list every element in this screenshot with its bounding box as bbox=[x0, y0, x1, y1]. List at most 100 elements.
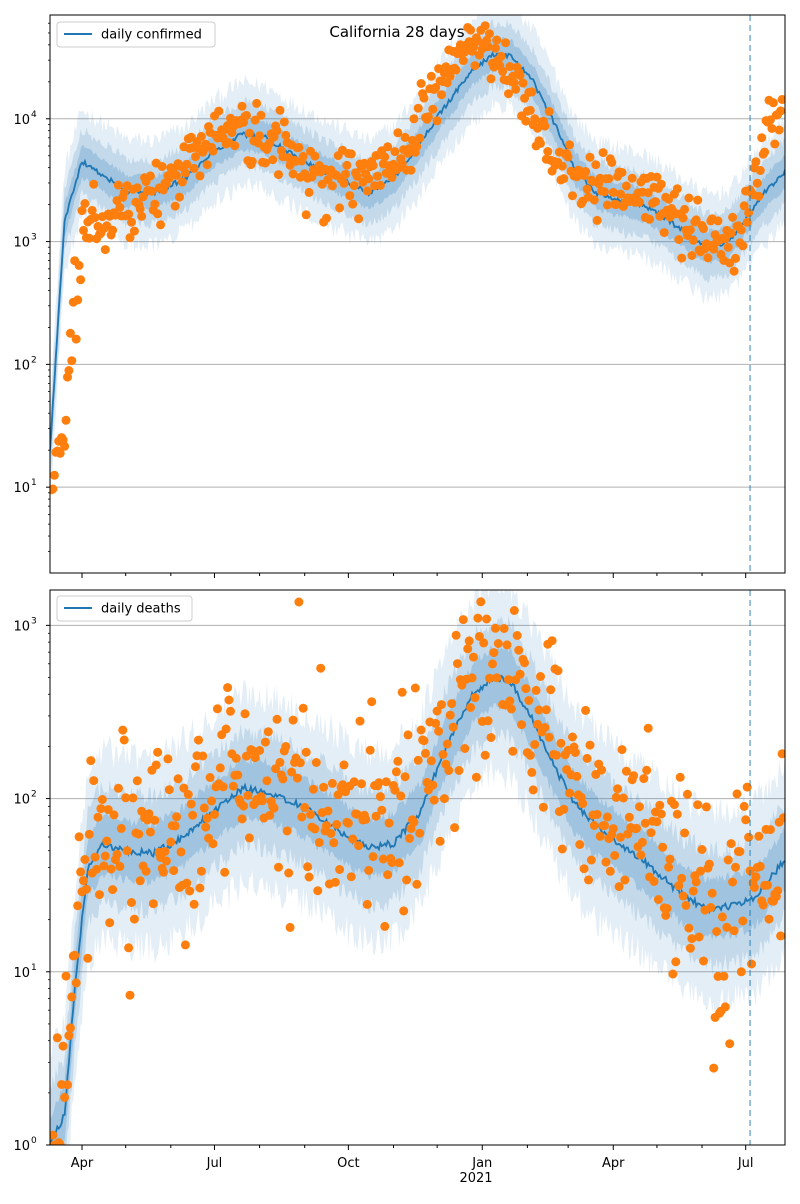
deaths-data-point bbox=[488, 659, 497, 669]
deaths-data-point bbox=[294, 597, 304, 607]
confirmed-data-point bbox=[643, 188, 653, 198]
deaths-data-point bbox=[559, 804, 569, 814]
confirmed-data-point bbox=[406, 165, 416, 175]
deaths-data-point bbox=[109, 810, 119, 820]
deaths-data-point bbox=[61, 971, 71, 981]
deaths-data-point bbox=[451, 630, 461, 640]
deaths-data-point bbox=[362, 899, 372, 909]
deaths-data-point bbox=[189, 899, 199, 909]
deaths-data-point bbox=[536, 672, 545, 681]
deaths-data-point bbox=[717, 912, 727, 922]
deaths-data-point bbox=[520, 658, 529, 668]
deaths-data-point bbox=[118, 725, 128, 735]
deaths-data-point bbox=[683, 789, 692, 799]
deaths-data-point bbox=[375, 792, 385, 802]
deaths-data-point bbox=[738, 916, 748, 926]
deaths-data-point bbox=[575, 840, 585, 849]
deaths-legend-label: daily deaths bbox=[101, 602, 181, 617]
deaths-legend-box bbox=[56, 595, 193, 622]
deaths-data-point bbox=[153, 747, 163, 757]
deaths-data-point bbox=[421, 748, 430, 758]
confirmed-data-point bbox=[73, 295, 83, 305]
deaths-data-point bbox=[696, 866, 706, 876]
deaths-data-point bbox=[450, 823, 460, 833]
deaths-data-point bbox=[393, 756, 403, 766]
confirmed-data-point bbox=[432, 116, 442, 126]
deaths-data-point bbox=[108, 885, 118, 895]
confirmed-data-point bbox=[281, 130, 291, 140]
confirmed-data-point bbox=[602, 200, 612, 210]
confirmed-data-point bbox=[71, 334, 81, 344]
deaths-data-point bbox=[480, 750, 490, 760]
confirmed-data-point bbox=[115, 202, 125, 212]
confirmed-data-point bbox=[90, 213, 100, 222]
deaths-data-point bbox=[640, 818, 650, 828]
confirmed-data-point bbox=[182, 159, 192, 169]
deaths-data-point bbox=[605, 866, 615, 876]
confirmed-data-point bbox=[80, 199, 90, 208]
deaths-data-point bbox=[431, 718, 441, 728]
deaths-data-point bbox=[368, 852, 378, 862]
confirmed-data-point bbox=[335, 203, 345, 213]
confirmed-data-point bbox=[492, 35, 502, 45]
confirmed-data-point bbox=[242, 110, 251, 120]
deaths-data-point bbox=[613, 784, 623, 794]
deaths-data-point bbox=[400, 772, 410, 782]
confirmed-data-point bbox=[585, 152, 595, 162]
deaths-data-point bbox=[231, 753, 241, 763]
deaths-data-point bbox=[272, 714, 282, 724]
confirmed-data-point bbox=[61, 415, 71, 425]
deaths-data-point bbox=[52, 1033, 62, 1043]
deaths-data-point bbox=[333, 790, 343, 800]
deaths-x-tick-label: Oct bbox=[337, 1156, 359, 1171]
deaths-data-point bbox=[106, 864, 116, 874]
deaths-data-point bbox=[552, 750, 561, 760]
deaths-data-point bbox=[378, 854, 388, 864]
deaths-data-point bbox=[453, 659, 462, 669]
confirmed-y-tick-exponent: 2 bbox=[31, 355, 37, 365]
confirmed-data-point bbox=[607, 158, 617, 167]
deaths-data-point bbox=[758, 900, 768, 910]
deaths-data-point bbox=[170, 821, 180, 831]
confirmed-data-point bbox=[776, 106, 785, 116]
confirmed-data-point bbox=[600, 187, 609, 197]
deaths-data-point bbox=[531, 685, 541, 695]
confirmed-data-point bbox=[79, 225, 88, 235]
deaths-data-point bbox=[470, 693, 480, 703]
confirmed-y-tick-label: 10 bbox=[13, 236, 30, 251]
deaths-data-point bbox=[144, 809, 154, 819]
deaths-data-point bbox=[412, 879, 422, 889]
deaths-data-point bbox=[544, 732, 554, 742]
deaths-data-point bbox=[113, 783, 123, 793]
confirmed-data-point bbox=[64, 366, 74, 375]
deaths-data-point bbox=[383, 870, 393, 880]
deaths-data-point bbox=[242, 751, 251, 761]
deaths-data-point bbox=[556, 738, 566, 748]
deaths-data-point bbox=[332, 820, 342, 829]
deaths-data-point bbox=[568, 732, 577, 742]
deaths-data-point bbox=[476, 597, 486, 607]
confirmed-data-point bbox=[397, 159, 407, 169]
confirmed-data-point bbox=[656, 179, 666, 189]
deaths-data-point bbox=[116, 823, 126, 833]
confirmed-data-point bbox=[74, 260, 84, 270]
deaths-data-point bbox=[195, 883, 205, 893]
deaths-data-point bbox=[469, 652, 478, 662]
deaths-data-point bbox=[210, 810, 219, 819]
deaths-data-point bbox=[637, 837, 647, 847]
deaths-data-point bbox=[426, 756, 436, 766]
confirmed-data-point bbox=[543, 147, 553, 156]
deaths-data-point bbox=[489, 648, 499, 658]
confirmed-data-point bbox=[486, 74, 496, 84]
confirmed-data-point bbox=[127, 217, 136, 227]
deaths-data-point bbox=[335, 865, 345, 874]
confirmed-data-point bbox=[87, 205, 97, 215]
deaths-data-point bbox=[777, 749, 785, 759]
deaths-data-point bbox=[274, 862, 283, 872]
deaths-data-point bbox=[199, 803, 209, 813]
deaths-data-point bbox=[322, 821, 331, 831]
deaths-data-point bbox=[642, 765, 652, 775]
deaths-data-point bbox=[729, 926, 739, 936]
deaths-data-point bbox=[122, 846, 132, 856]
confirmed-data-point bbox=[496, 51, 506, 61]
